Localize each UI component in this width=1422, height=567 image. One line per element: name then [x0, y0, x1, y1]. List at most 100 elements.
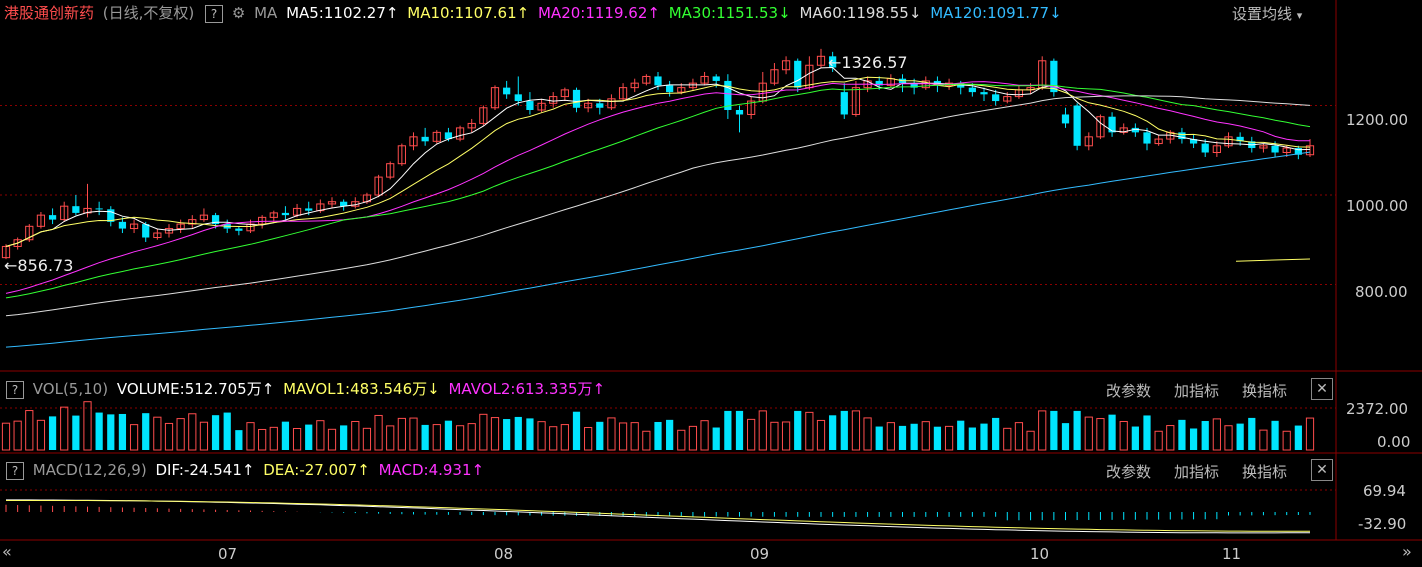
volume-bar: [25, 410, 34, 451]
candle: [654, 71, 662, 90]
ma5-readout: MA5:1102.27↑: [286, 4, 399, 22]
candle-body: [25, 225, 34, 241]
volume-bar: [13, 420, 22, 451]
macd-tick-min: -32.90: [1358, 515, 1407, 533]
candle-body: [188, 219, 197, 225]
candle: [630, 78, 639, 93]
candle-body: [1084, 136, 1093, 147]
volume-bar: [1061, 423, 1070, 450]
candle-body: [549, 96, 558, 104]
volume-bar: [921, 421, 930, 451]
volume-bar: [666, 419, 674, 450]
volume-bar: [327, 428, 337, 451]
index-title: 港股通创新药: [4, 4, 95, 22]
candle-body: [1282, 147, 1291, 154]
macd-params-button[interactable]: 改参数: [1106, 463, 1152, 481]
candle-body: [642, 75, 651, 84]
candle-body: [269, 212, 278, 218]
candle: [992, 89, 1000, 106]
candle-body: [444, 132, 453, 140]
ma120-readout: MA120:1091.77↓: [930, 4, 1062, 22]
candle-body: [199, 214, 209, 221]
candle-body: [211, 215, 220, 225]
candle: [1178, 127, 1186, 144]
volume-bar: [258, 428, 267, 451]
volume-bar: [572, 411, 581, 450]
candle: [514, 76, 522, 106]
volume-bar: [1073, 410, 1081, 450]
candle-body: [409, 136, 418, 147]
vol-add-indicator-button[interactable]: 加指标: [1174, 382, 1220, 400]
gear-icon[interactable]: ⚙: [231, 4, 246, 22]
mavol1-readout: MAVOL1:483.546万↓: [283, 380, 440, 398]
candle-body: [467, 122, 476, 129]
help-icon[interactable]: ?: [205, 5, 224, 23]
candle: [199, 208, 209, 222]
vol-help-icon[interactable]: ?: [6, 381, 24, 399]
volume-bar: [677, 429, 686, 451]
ma-settings-button[interactable]: 设置均线 ▾: [1232, 3, 1302, 24]
volume-bar: [1178, 419, 1186, 450]
macd-tick-max: 69.94: [1363, 482, 1406, 500]
candle: [1154, 134, 1163, 146]
vol-params-button[interactable]: 改参数: [1106, 382, 1152, 400]
volume-bar: [851, 410, 861, 451]
scroll-left-icon[interactable]: «: [2, 542, 12, 561]
candle: [48, 208, 57, 225]
volume-bar: [409, 417, 418, 451]
volume-bar: [1189, 428, 1198, 450]
ma5-line: [5, 66, 1311, 247]
ma-label: MA: [254, 4, 278, 22]
candle-body: [432, 131, 441, 142]
candle-body: [630, 82, 639, 89]
candle: [1131, 123, 1139, 137]
candle: [340, 199, 348, 211]
macd-switch-indicator-button[interactable]: 换指标: [1242, 463, 1288, 481]
dea-readout: DEA:-27.007↑: [263, 461, 370, 479]
macd-help-icon[interactable]: ?: [6, 462, 24, 480]
candle: [700, 71, 709, 86]
x-tick-07: 07: [218, 545, 238, 563]
macd-add-indicator-button[interactable]: 加指标: [1174, 463, 1220, 481]
candle-body: [572, 89, 581, 108]
candle: [724, 74, 732, 119]
x-tick-08: 08: [494, 545, 514, 563]
volume-bar: [1166, 425, 1175, 451]
candle-body: [654, 76, 662, 86]
macd-histogram: [5, 499, 1311, 534]
candle-body: [992, 94, 1000, 102]
candle-body: [1108, 116, 1116, 133]
volume-bar: [886, 422, 895, 451]
volume-bar: [118, 413, 127, 450]
candle-body: [374, 176, 383, 196]
candle: [153, 228, 162, 240]
vol-switch-indicator-button[interactable]: 换指标: [1242, 382, 1288, 400]
candle-body: [503, 87, 511, 95]
low-annotation: ←856.73: [4, 256, 74, 275]
candle-body: [1224, 136, 1233, 147]
candle-body: [560, 89, 569, 98]
candle: [479, 105, 488, 126]
volume-bar: [630, 422, 639, 451]
candle-body: [60, 205, 69, 221]
scroll-right-icon[interactable]: »: [1402, 542, 1412, 561]
candle: [25, 224, 34, 242]
candle-body: [1050, 60, 1058, 93]
candle: [1061, 107, 1070, 128]
candle-body: [142, 224, 150, 238]
candle: [758, 71, 767, 104]
candle: [467, 118, 476, 133]
volume-bar: [211, 415, 220, 450]
volume-bar: [455, 425, 465, 451]
ma120-line: [5, 151, 1311, 348]
volume-bar: [781, 421, 791, 451]
macd-close-icon[interactable]: ✕: [1311, 459, 1333, 481]
vol-close-icon[interactable]: ✕: [1311, 378, 1333, 400]
volume-bar: [1201, 421, 1209, 450]
candle-body: [479, 107, 488, 124]
mavol2-readout: MAVOL2:613.335万↑: [448, 380, 606, 398]
candle: [1294, 145, 1302, 160]
candle: [688, 78, 698, 90]
candle-body: [129, 223, 139, 230]
